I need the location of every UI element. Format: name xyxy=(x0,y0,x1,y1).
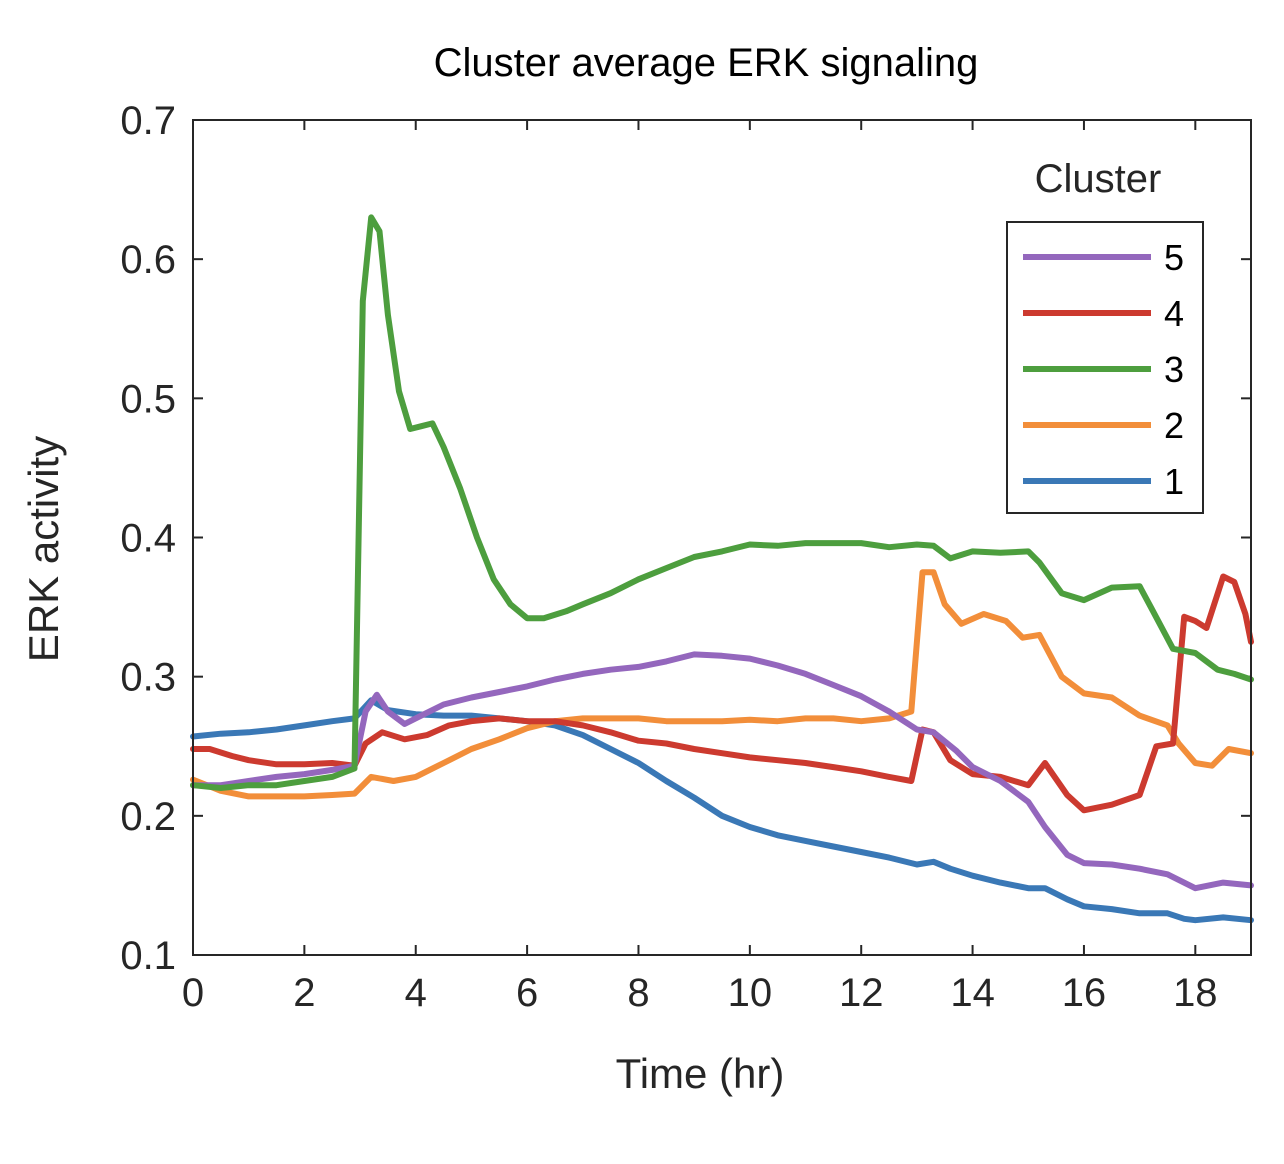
series-line-cluster-2 xyxy=(190,569,1254,800)
y-tick-label: 0.6 xyxy=(120,238,176,282)
y-axis-label: ERK activity xyxy=(20,436,67,662)
x-tick-label: 8 xyxy=(627,971,649,1015)
axis-ticks: 0 2 4 6 8 10 12 14 16 180.10.20.30.40.50.60.7 xyxy=(120,99,1251,1015)
x-axis-label: Time (hr) xyxy=(616,1050,785,1097)
y-tick-label: 0.1 xyxy=(120,934,176,978)
legend-label-cluster-5: 5 xyxy=(1164,237,1184,278)
x-tick-label: 0 xyxy=(182,971,204,1015)
x-tick-label: 4 xyxy=(405,971,427,1015)
plot-frame xyxy=(192,119,1252,956)
legend: Cluster 5 4 3 2 1 xyxy=(1006,157,1204,514)
series-lines xyxy=(190,214,1254,924)
x-tick-label: 14 xyxy=(950,971,995,1015)
legend-label-cluster-1: 1 xyxy=(1164,461,1184,502)
x-tick-label: 10 xyxy=(728,971,773,1015)
x-tick-label: 6 xyxy=(516,971,538,1015)
x-tick-label: 2 xyxy=(293,971,315,1015)
y-tick-label: 0.5 xyxy=(120,377,176,421)
legend-label-cluster-2: 2 xyxy=(1164,405,1184,446)
legend-label-cluster-3: 3 xyxy=(1164,349,1184,390)
y-tick-label: 0.2 xyxy=(120,795,176,839)
x-tick-label: 12 xyxy=(839,971,884,1015)
series-line-cluster-4 xyxy=(190,573,1254,814)
series-line-cluster-5 xyxy=(190,651,1254,892)
y-tick-label: 0.4 xyxy=(120,517,176,561)
series-line-cluster-3 xyxy=(190,214,1254,791)
y-tick-label: 0.3 xyxy=(120,656,176,700)
legend-title: Cluster xyxy=(1035,157,1162,201)
x-tick-label: 18 xyxy=(1173,971,1218,1015)
legend-label-cluster-4: 4 xyxy=(1164,293,1184,334)
chart-title: Cluster average ERK signaling xyxy=(434,41,979,85)
x-tick-label: 16 xyxy=(1062,971,1107,1015)
y-tick-label: 0.7 xyxy=(120,99,176,143)
